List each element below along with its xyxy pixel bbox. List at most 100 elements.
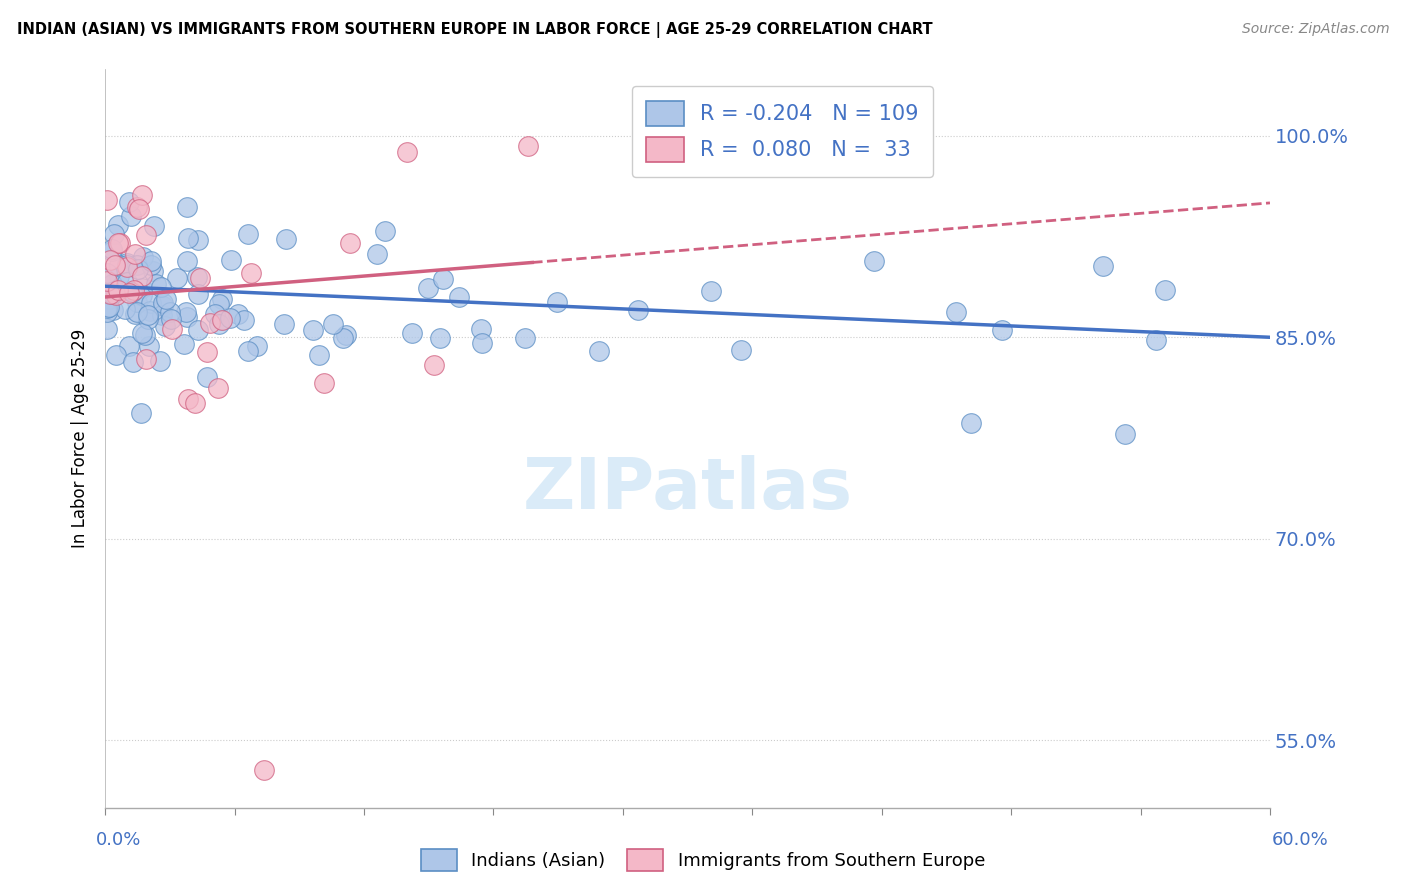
Point: [149, 280, 172, 294]
Point: [105, 288, 128, 302]
Point: [127, 200, 149, 214]
Point: [274, 232, 297, 246]
Point: [211, 292, 233, 306]
Point: [273, 317, 295, 331]
Legend: R = -0.204   N = 109, R =  0.080   N =  33: R = -0.204 N = 109, R = 0.080 N = 33: [631, 87, 934, 177]
Point: [135, 351, 157, 366]
Point: [115, 260, 138, 275]
Point: [211, 313, 233, 327]
Point: [449, 290, 471, 304]
Point: [131, 326, 153, 340]
Point: [142, 219, 165, 233]
Point: [131, 188, 153, 202]
Point: [139, 304, 162, 318]
Point: [96, 322, 118, 336]
Point: [150, 308, 173, 322]
Point: [174, 304, 197, 318]
Point: [1114, 426, 1136, 441]
Point: [125, 258, 148, 272]
Point: [139, 253, 162, 268]
Point: [117, 258, 139, 272]
Point: [308, 348, 330, 362]
Point: [187, 323, 209, 337]
Text: 0.0%: 0.0%: [96, 831, 141, 849]
Point: [96, 274, 118, 288]
Point: [118, 339, 141, 353]
Point: [100, 286, 122, 301]
Point: [422, 358, 444, 372]
Point: [114, 302, 136, 317]
Point: [517, 139, 540, 153]
Point: [374, 224, 396, 238]
Point: [204, 307, 226, 321]
Point: [134, 327, 156, 342]
Point: [122, 354, 145, 368]
Point: [173, 336, 195, 351]
Point: [513, 330, 536, 344]
Point: [98, 287, 121, 301]
Point: [211, 313, 233, 327]
Point: [127, 262, 149, 277]
Point: [145, 277, 167, 292]
Point: [121, 285, 143, 300]
Point: [699, 284, 721, 298]
Point: [1144, 334, 1167, 348]
Point: [120, 209, 142, 223]
Point: [125, 305, 148, 319]
Point: [219, 310, 242, 325]
Point: [139, 295, 162, 310]
Point: [195, 370, 218, 384]
Point: [208, 297, 231, 311]
Point: [118, 285, 141, 300]
Point: [208, 317, 231, 331]
Point: [136, 308, 159, 322]
Point: [322, 317, 344, 331]
Point: [115, 276, 138, 290]
Point: [108, 258, 131, 272]
Point: [103, 227, 125, 241]
Point: [96, 266, 118, 280]
Point: [131, 268, 153, 283]
Legend: Indians (Asian), Immigrants from Southern Europe: Indians (Asian), Immigrants from Souther…: [413, 842, 993, 879]
Point: [124, 308, 146, 322]
Point: [107, 219, 129, 233]
Point: [100, 244, 122, 258]
Point: [177, 392, 200, 407]
Point: [107, 235, 129, 250]
Point: [97, 300, 120, 314]
Point: [159, 304, 181, 318]
Point: [221, 253, 243, 268]
Point: [176, 310, 198, 325]
Point: [142, 264, 165, 278]
Point: [1154, 283, 1177, 297]
Point: [863, 253, 886, 268]
Point: [335, 327, 357, 342]
Point: [332, 331, 354, 345]
Point: [101, 277, 124, 292]
Point: [470, 322, 492, 336]
Point: [124, 246, 146, 260]
Point: [118, 195, 141, 210]
Point: [125, 295, 148, 310]
Text: Source: ZipAtlas.com: Source: ZipAtlas.com: [1241, 22, 1389, 37]
Point: [138, 339, 160, 353]
Point: [159, 311, 181, 326]
Point: [546, 295, 568, 310]
Point: [160, 322, 183, 336]
Point: [166, 270, 188, 285]
Point: [98, 252, 121, 267]
Point: [131, 281, 153, 295]
Point: [432, 272, 454, 286]
Point: [184, 395, 207, 409]
Point: [129, 406, 152, 420]
Point: [139, 258, 162, 272]
Point: [122, 283, 145, 297]
Point: [96, 193, 118, 207]
Point: [246, 338, 269, 352]
Point: [108, 235, 131, 250]
Point: [418, 281, 440, 295]
Point: [627, 303, 650, 318]
Point: [236, 343, 259, 358]
Point: [236, 227, 259, 242]
Point: [107, 268, 129, 283]
